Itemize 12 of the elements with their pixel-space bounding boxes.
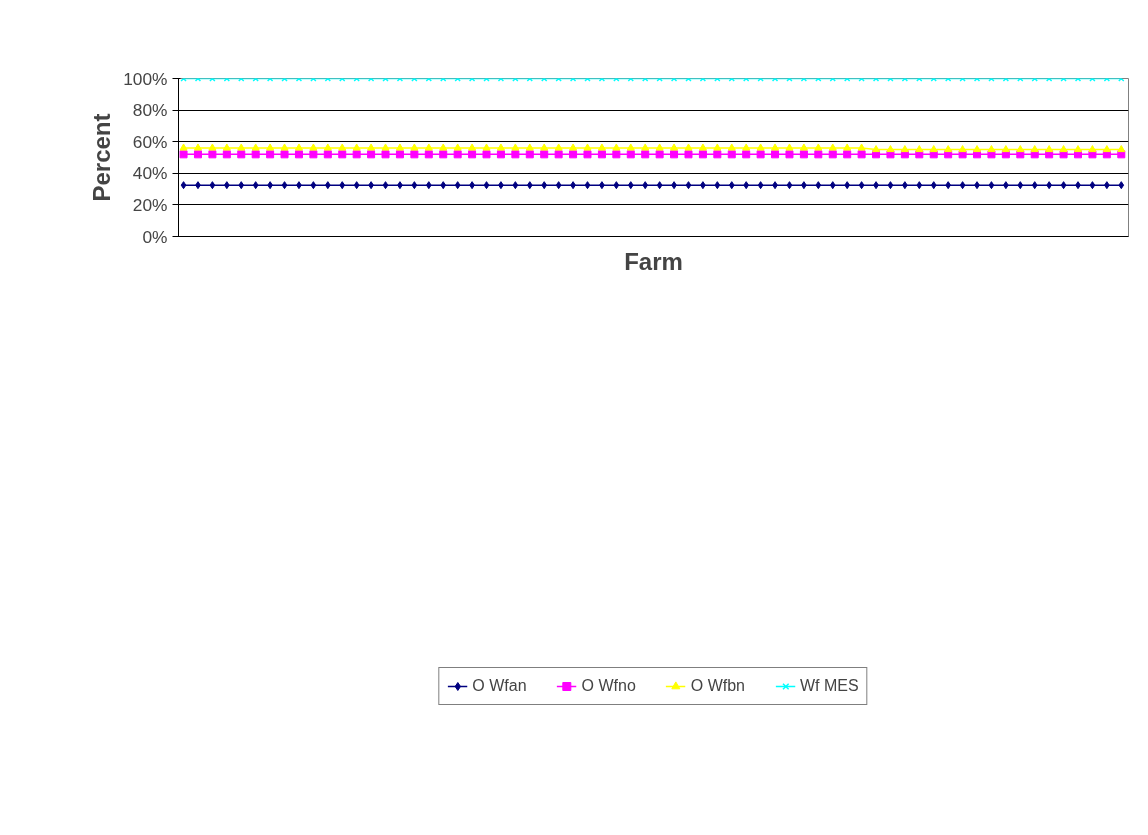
legend-label: Wf MES — [800, 677, 859, 695]
legend-label: O Wfno — [581, 677, 636, 695]
y-tick-label: 40% — [132, 163, 168, 184]
y-tick-label: 20% — [132, 194, 168, 215]
y-tick-label: 60% — [132, 131, 168, 152]
legend-label: O Wfbn — [690, 677, 746, 695]
legend-label: O Wfan — [472, 677, 527, 695]
y-tick-label: 0% — [142, 226, 168, 247]
x-axis-title: Farm — [624, 247, 683, 275]
y-axis-title: Percent — [88, 113, 116, 202]
y-tick-label: 100% — [123, 68, 168, 89]
y-tick-label: 80% — [132, 100, 168, 121]
